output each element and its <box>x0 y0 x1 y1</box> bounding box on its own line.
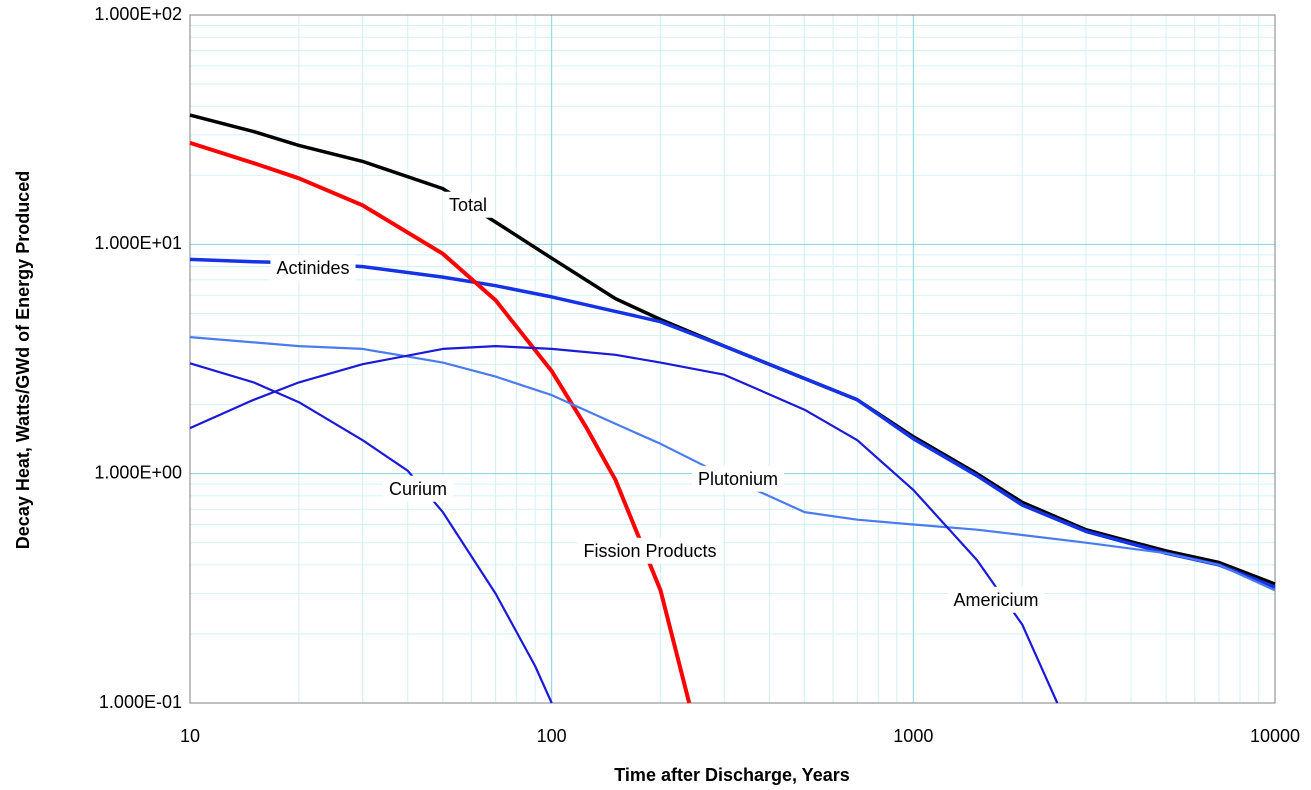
x-tick-label: 1000 <box>893 726 933 746</box>
y-tick-label: 1.000E+02 <box>94 4 182 24</box>
y-tick-label: 1.000E-01 <box>99 692 182 712</box>
plot-frame <box>189 14 1276 704</box>
series-line <box>189 362 553 704</box>
series-line <box>189 257 1276 589</box>
label-background <box>577 537 723 564</box>
y-tick-label: 1.000E+00 <box>94 462 182 482</box>
series-label-group: Americium <box>947 586 1045 613</box>
series-label: Americium <box>953 590 1038 610</box>
series-label: Curium <box>389 479 447 499</box>
label-background <box>270 254 356 281</box>
x-tick-label: 10000 <box>1250 726 1300 746</box>
series-label-group: Plutonium <box>691 465 785 492</box>
series-line <box>189 336 1276 592</box>
y-axis-title: Decay Heat, Watts/GWd of Energy Produced <box>13 171 33 549</box>
series-label-group: Curium <box>382 475 454 502</box>
x-tick-label: 10 <box>180 726 200 746</box>
series-label-group: Actinides <box>270 254 356 281</box>
label-background <box>691 465 785 492</box>
series-label: Fission Products <box>583 541 716 561</box>
series-line <box>189 345 1059 704</box>
series-label: Total <box>449 195 487 215</box>
series-label: Plutonium <box>698 469 778 489</box>
series-label: Actinides <box>276 258 349 278</box>
label-background <box>442 191 494 218</box>
x-tick-label: 100 <box>537 726 567 746</box>
x-axis-title: Time after Discharge, Years <box>614 765 849 785</box>
y-tick-label: 1.000E+01 <box>94 233 182 253</box>
label-background <box>382 475 454 502</box>
series-label-group: Fission Products <box>577 537 723 564</box>
label-background <box>947 586 1045 613</box>
series-line <box>189 140 692 704</box>
series-label-group: Total <box>442 191 494 218</box>
